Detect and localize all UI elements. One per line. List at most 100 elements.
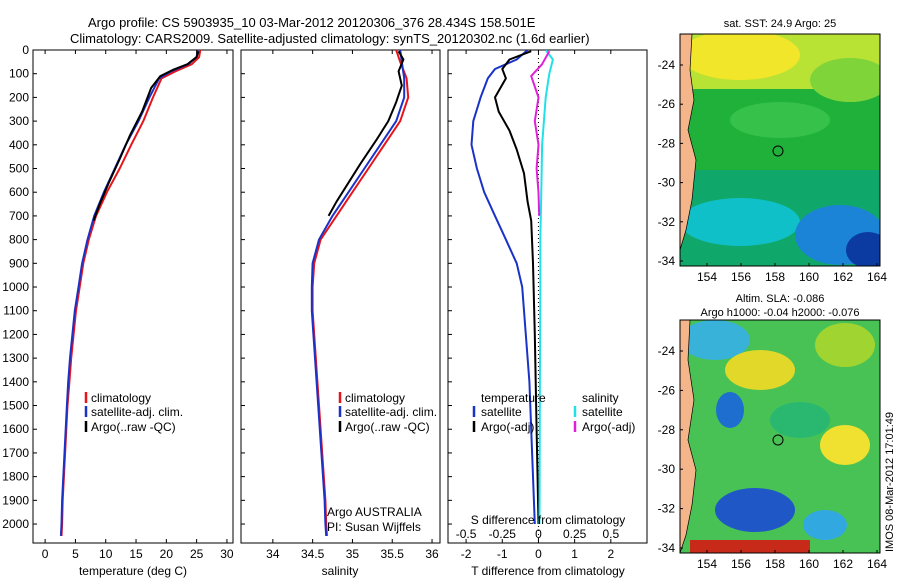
x-tick-label: 1 — [571, 547, 578, 561]
x-tick-label: 34.5 — [301, 547, 325, 561]
y-tick-label: 600 — [9, 185, 29, 199]
difference-legend: temperature salinity satellite Argo(-adj… — [472, 391, 635, 434]
map-y-tick-label: -32 — [658, 215, 676, 229]
sst-cool-patch — [680, 198, 800, 246]
series-line — [327, 50, 405, 217]
x-tick-label: 25 — [190, 547, 204, 561]
temperature-legend: climatology satellite-adj. clim. Argo(..… — [84, 391, 183, 434]
x-tick-label: 36 — [425, 547, 439, 561]
s-tick-label: -0.25 — [489, 527, 517, 541]
sst-map-frame — [679, 33, 881, 267]
y-tick-label: 1600 — [2, 422, 29, 436]
y-tick-label: 800 — [9, 233, 29, 247]
s-tick-label: 0.25 — [563, 527, 587, 541]
argo-pi: PI: Susan Wijffels — [327, 520, 421, 534]
sla-patch — [770, 402, 830, 438]
header-line-2: Climatology: CARS2009. Satellite-adjuste… — [70, 31, 590, 46]
y-tick-label: 2000 — [2, 517, 29, 531]
sst-patch — [730, 102, 830, 138]
salinity-plot — [310, 50, 410, 536]
legend-label: satellite — [582, 405, 623, 419]
sla-map — [680, 320, 880, 553]
map-y-tick-label: -30 — [658, 176, 676, 190]
s-tick-label: 0 — [535, 527, 542, 541]
map-x-tick-label: 162 — [833, 557, 853, 571]
sla-patch — [820, 425, 870, 465]
legend-label: climatology — [91, 391, 151, 405]
map-y-tick-label: -24 — [658, 344, 676, 358]
map-y-tick-label: -34 — [658, 254, 676, 268]
y-tick-label: 1000 — [2, 280, 29, 294]
legend-label: Argo(..raw -QC) — [345, 420, 430, 434]
y-tick-label: 700 — [9, 209, 29, 223]
series-line — [310, 50, 406, 536]
y-tick-label: 1400 — [2, 375, 29, 389]
y-tick-label: 1500 — [2, 399, 29, 413]
x-tick-label: -2 — [461, 547, 472, 561]
legend-title-salinity: salinity — [582, 391, 619, 405]
difference-axes — [447, 49, 648, 544]
x-tick-label: 0 — [42, 547, 49, 561]
y-tick-label: 0 — [22, 43, 29, 57]
map-x-tick-label: 156 — [731, 557, 751, 571]
y-tick-label: 1100 — [3, 304, 29, 318]
difference-xlabel: T difference from climatology — [471, 564, 625, 578]
sla-patch — [725, 350, 795, 390]
map-y-tick-label: -28 — [658, 423, 676, 437]
axis-ticks: 0 5 10 15 20 25 300100200300400500600700800900… — [2, 43, 619, 561]
legend-label: Argo(-adj) — [481, 420, 534, 434]
sst-coldest-patch — [846, 232, 880, 266]
legend-label: satellite — [481, 405, 522, 419]
map-ticks: 154 156 158 160 162 164 -24 -26 -28 -30 -32 -34 154 1… — [658, 58, 888, 571]
x-tick-label: 34 — [266, 547, 280, 561]
difference-xlabel-top: S difference from climatology — [471, 513, 626, 527]
sla-patch — [690, 540, 810, 553]
map-x-tick-label: 154 — [697, 557, 717, 571]
series-line — [60, 50, 202, 536]
salinity-xlabel: salinity — [322, 564, 359, 578]
x-tick-label: 15 — [129, 547, 143, 561]
y-tick-label: 200 — [9, 90, 29, 104]
map-y-tick-label: -30 — [658, 462, 676, 476]
temperature-axes — [32, 49, 234, 544]
sla-map-title-1: Altim. SLA: -0.086 — [736, 293, 825, 305]
sla-argo-location — [772, 434, 784, 446]
map-y-tick-label: -26 — [658, 383, 676, 397]
y-tick-label: 100 — [9, 67, 29, 81]
map-y-tick-label: -32 — [658, 502, 676, 516]
legend-label: Argo(..raw -QC) — [91, 420, 176, 434]
s-tick-label: -0.5 — [456, 527, 477, 541]
argo-institution: Argo AUSTRALIA — [327, 505, 422, 519]
map-y-tick-label: -28 — [658, 136, 676, 150]
sst-argo-location — [772, 145, 784, 157]
sla-patch — [803, 510, 847, 540]
salinity-legend: climatology satellite-adj. clim. Argo(..… — [327, 391, 437, 534]
x-tick-label: 35 — [346, 547, 360, 561]
sla-patch — [680, 320, 750, 360]
sst-coastline — [680, 34, 697, 251]
sla-map-title-2: Argo h1000: -0.04 h2000: -0.076 — [700, 307, 859, 319]
difference-plot — [470, 50, 554, 543]
x-tick-label: 20 — [160, 547, 174, 561]
imos-watermark: IMOS 08-Mar-2012 17:01:49 — [884, 412, 896, 552]
sla-patch — [716, 392, 744, 428]
map-x-tick-label: 158 — [765, 557, 785, 571]
legend-title-temperature: temperature — [481, 391, 546, 405]
y-tick-label: 300 — [9, 114, 29, 128]
sst-map-title: sat. SST: 24.9 Argo: 25 — [724, 18, 837, 30]
map-x-tick-label: 164 — [867, 270, 887, 284]
series-line — [494, 50, 540, 525]
sla-coastline — [680, 320, 697, 553]
x-tick-label: 0 — [535, 547, 542, 561]
series-line — [92, 50, 200, 222]
legend-label: Argo(-adj) — [582, 420, 635, 434]
map-x-tick-label: 164 — [867, 557, 887, 571]
x-tick-label: -1 — [497, 547, 508, 561]
y-tick-label: 900 — [9, 256, 29, 270]
x-tick-label: 2 — [607, 547, 614, 561]
sst-warm-patch — [680, 34, 800, 80]
salinity-axes — [240, 49, 441, 544]
sla-patch — [815, 323, 875, 367]
series-line — [59, 50, 199, 536]
